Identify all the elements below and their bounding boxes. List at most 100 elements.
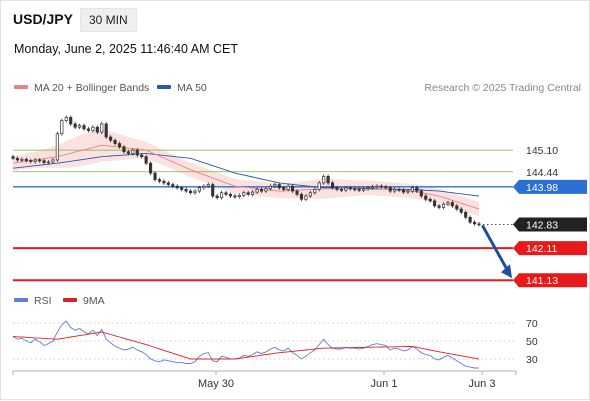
candle-body: [441, 203, 446, 208]
candle-body: [38, 159, 42, 162]
candle-body: [268, 185, 272, 190]
candle: [38, 158, 42, 163]
level-tag-bg-142-83: [513, 217, 587, 232]
candle: [477, 221, 481, 227]
candle-body: [180, 187, 184, 190]
candle: [117, 141, 122, 149]
candle: [64, 115, 68, 123]
candle-body: [91, 126, 95, 131]
candle: [388, 185, 392, 194]
forecast-arrow: [481, 225, 510, 273]
timeframe-badge[interactable]: 30 MIN: [80, 8, 137, 32]
candle: [100, 121, 104, 135]
candle: [353, 186, 357, 192]
candle: [384, 184, 388, 190]
candle: [242, 190, 246, 198]
candle-body: [131, 149, 135, 154]
candle: [73, 121, 77, 130]
candle: [264, 186, 268, 194]
candle-body: [455, 205, 459, 210]
candle: [15, 156, 20, 162]
candle: [42, 158, 46, 165]
candle: [233, 194, 237, 199]
candle-body: [446, 202, 450, 205]
candle-body: [295, 190, 299, 195]
candle: [468, 215, 472, 225]
forecast-arrowhead: [501, 264, 512, 279]
candle: [255, 187, 259, 195]
candle: [317, 180, 321, 192]
candle-body: [410, 187, 414, 192]
9ma-legend-label: 9MA: [83, 295, 105, 307]
level-tag-143-98: 143.98: [513, 179, 587, 194]
candle-body: [255, 189, 259, 193]
candle: [188, 189, 193, 195]
candle-body: [326, 175, 330, 184]
candle-body: [140, 154, 144, 158]
candle: [441, 202, 446, 210]
candle: [144, 154, 148, 166]
candle: [131, 148, 135, 156]
candle: [273, 182, 277, 189]
candle-body: [428, 198, 432, 202]
candle-body: [286, 185, 290, 190]
rsi-line: [12, 320, 479, 369]
candle-body: [188, 190, 193, 194]
candle-body: [126, 151, 130, 154]
candle: [401, 188, 406, 195]
candle-body: [401, 189, 406, 193]
candle-body: [304, 195, 308, 200]
candle-body: [233, 195, 237, 198]
candle-body: [82, 125, 86, 130]
x-tick-label-may-30: May 30: [198, 378, 234, 390]
ma20-line: [12, 144, 480, 210]
candle: [282, 185, 286, 192]
candle: [304, 194, 308, 202]
candle: [335, 185, 339, 192]
candle: [78, 123, 82, 130]
timestamp: Monday, June 2, 2025 11:46:40 AM CET: [14, 42, 238, 56]
level-tag-142-83: 142.83: [513, 217, 587, 232]
candle: [286, 184, 290, 192]
candle-body: [55, 133, 59, 161]
candle: [424, 194, 428, 202]
candle-body: [122, 146, 126, 153]
candle: [202, 184, 206, 190]
candle-body: [206, 184, 210, 187]
rsi-tick-label-70: 70: [526, 318, 538, 330]
candle-body: [153, 172, 157, 180]
candle-body: [339, 189, 343, 191]
candle-body: [357, 189, 361, 191]
ma50-legend-label: MA 50: [177, 82, 207, 94]
candle-body: [299, 194, 304, 200]
candle: [410, 185, 414, 194]
candle-body: [477, 223, 481, 226]
candle-body: [259, 189, 264, 192]
candle-body: [437, 205, 441, 208]
candle: [224, 190, 228, 197]
9ma-line: [12, 331, 480, 360]
candle: [308, 190, 312, 198]
9ma-legend-swatch: [63, 298, 77, 302]
candle-body: [104, 123, 108, 138]
candle: [299, 192, 304, 202]
candle-body: [86, 128, 91, 131]
candle: [104, 121, 108, 139]
candle: [157, 177, 162, 184]
level-tag-bg-142-11: [513, 241, 587, 256]
candle-body: [353, 188, 357, 191]
candle-body: [424, 195, 428, 200]
rsi-legend-swatch: [14, 298, 28, 302]
candle: [437, 203, 441, 210]
candle-body: [330, 182, 335, 189]
candle-body: [166, 182, 170, 185]
candle-body: [246, 192, 250, 195]
ma50-legend-swatch: [157, 85, 171, 89]
candle: [206, 182, 210, 189]
candle: [330, 180, 335, 190]
x-tick-label-jun-1: Jun 1: [371, 378, 398, 390]
candle: [419, 189, 423, 198]
candle: [69, 115, 73, 126]
